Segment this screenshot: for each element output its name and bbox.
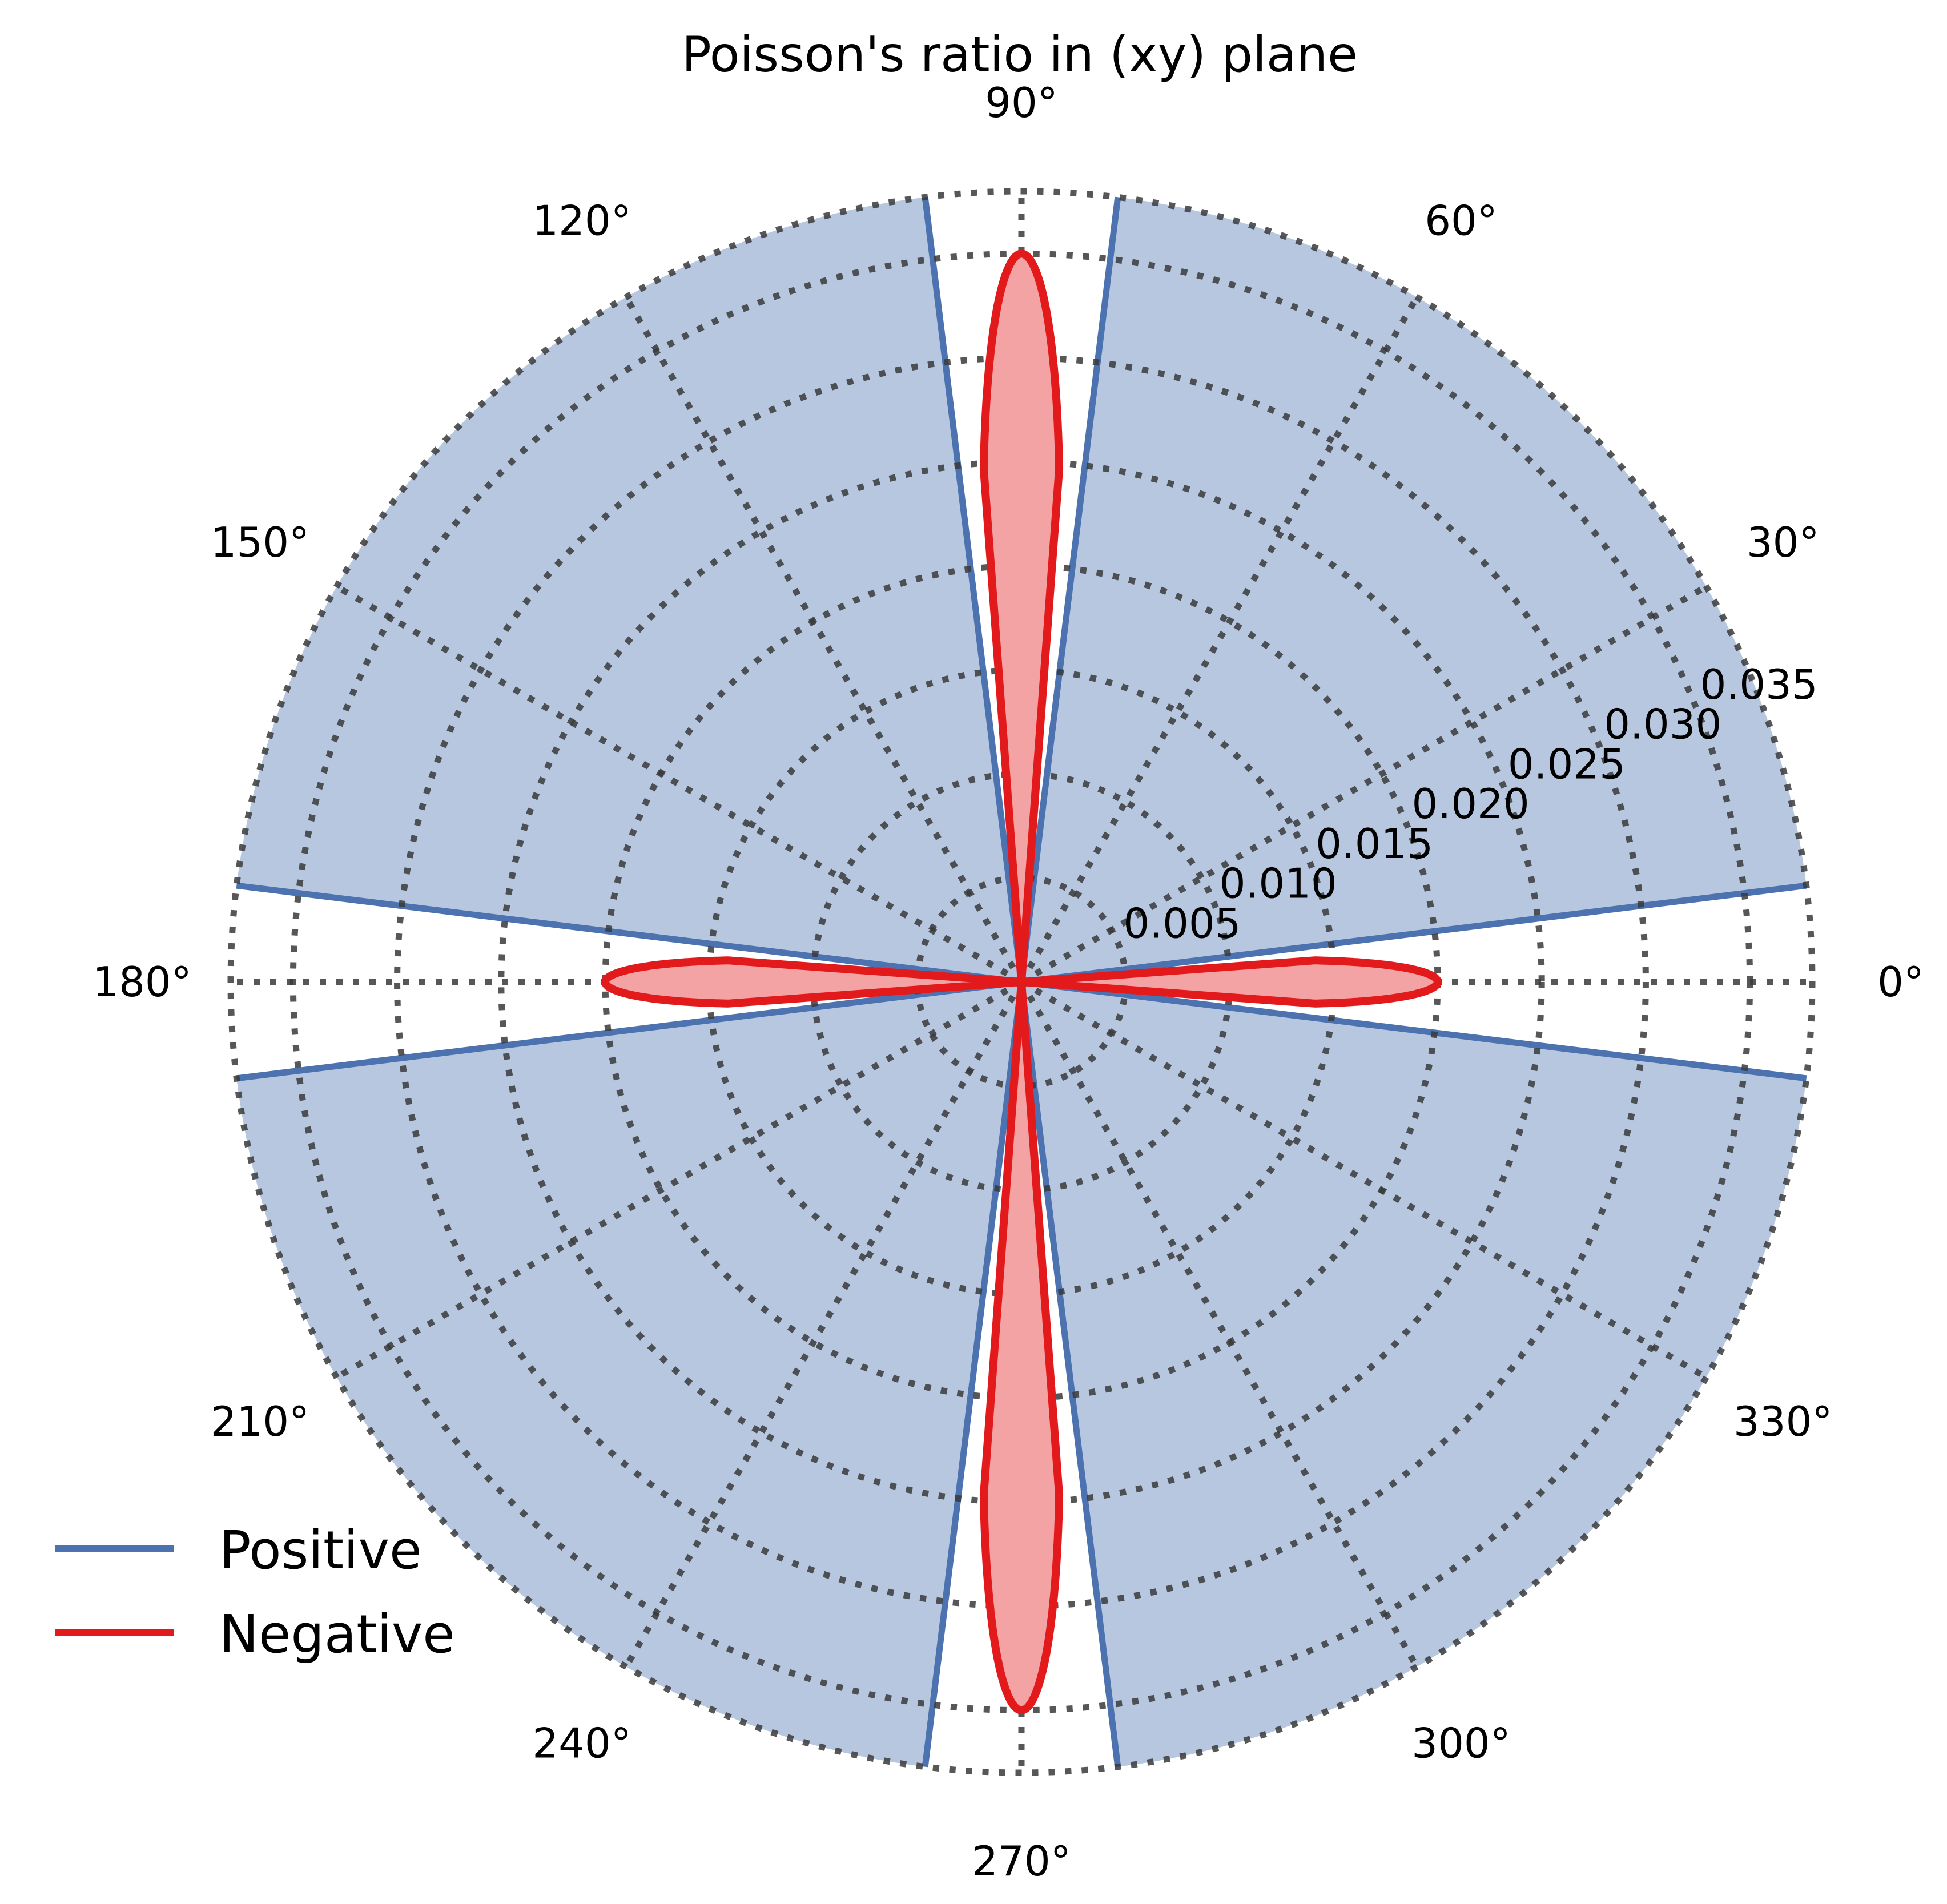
angle-tick-label: 0° <box>1877 958 1924 1006</box>
positive-sector <box>236 197 1021 982</box>
radial-tick-label: 0.005 <box>1123 899 1241 947</box>
negative-series <box>601 249 1442 1714</box>
legend-positive-label: Positive <box>219 1520 422 1581</box>
radial-tick-label: 0.025 <box>1508 740 1626 788</box>
radial-gridline <box>227 188 1816 1776</box>
angle-tick-label: 270° <box>972 1837 1071 1885</box>
positive-boundary <box>1021 882 1807 985</box>
angle-tick-label: 180° <box>92 958 191 1006</box>
positive-sector <box>236 982 1021 1767</box>
positive-boundary <box>1018 981 1121 1768</box>
negative-lobe <box>979 978 1064 1714</box>
positive-boundary <box>1021 979 1807 1082</box>
angle-tick-label: 90° <box>985 79 1058 127</box>
radial-tick-label: 0.015 <box>1316 820 1433 868</box>
positive-boundary <box>236 979 1022 1082</box>
angle-tick-label: 30° <box>1747 518 1820 566</box>
angle-tick-label: 240° <box>532 1720 631 1768</box>
negative-lobe <box>1017 956 1442 1008</box>
legend-negative-label: Negative <box>219 1604 455 1665</box>
radial-tick-label: 0.010 <box>1220 860 1337 908</box>
positive-boundary <box>1018 196 1121 983</box>
angle-tick-label: 150° <box>211 518 309 566</box>
positive-sector <box>1021 982 1807 1767</box>
positive-boundary <box>236 882 1022 985</box>
angle-tick-label: 330° <box>1733 1398 1832 1446</box>
radial-tick-label: 0.020 <box>1412 780 1530 828</box>
positive-boundary <box>922 196 1025 983</box>
angle-tick-label: 60° <box>1425 196 1498 244</box>
angle-tick-label: 210° <box>211 1398 309 1446</box>
negative-lobe <box>979 249 1064 986</box>
axis-labels: 0° 30° 60° 90° 120° 150° 180° 210° 240° 270° 300° 3… <box>92 79 1924 1885</box>
positive-series <box>236 196 1807 1768</box>
positive-boundary <box>922 981 1025 1768</box>
radial-tick-label: 0.035 <box>1700 661 1818 709</box>
radial-tick-label: 0.030 <box>1604 701 1721 748</box>
legend: Positive Negative <box>55 1520 455 1665</box>
positive-sector <box>1021 197 1807 982</box>
negative-lobe <box>601 956 1025 1008</box>
angle-tick-label: 300° <box>1411 1720 1510 1768</box>
angle-tick-label: 120° <box>532 196 631 244</box>
chart-title: Poisson's ratio in (xy) plane <box>682 26 1358 83</box>
